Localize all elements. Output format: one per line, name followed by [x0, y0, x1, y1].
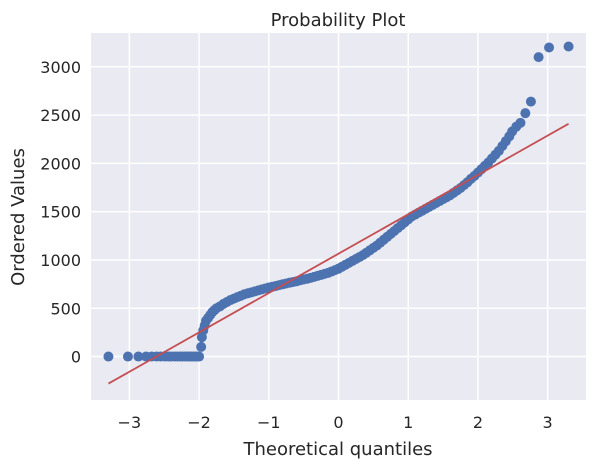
x-tick-label: 1 [403, 413, 413, 432]
x-tick-label: −1 [257, 413, 281, 432]
x-axis-ticks: −3 −2 −1 0 1 2 3 [118, 413, 553, 432]
y-axis-label: Ordered Values [8, 148, 29, 286]
data-point [196, 341, 207, 352]
data-point [544, 42, 555, 53]
x-tick-label: −3 [118, 413, 142, 432]
data-point [122, 351, 133, 362]
y-tick-label: 500 [50, 299, 81, 318]
x-axis-label: Theoretical quantiles [242, 439, 432, 460]
y-tick-label: 3000 [40, 58, 81, 77]
data-point [133, 351, 144, 362]
y-tick-label: 1000 [40, 251, 81, 270]
data-point [525, 96, 536, 107]
scatter-points [103, 41, 574, 362]
y-axis-ticks: 0 500 1000 1500 2000 2500 3000 [40, 58, 81, 367]
fit-line-segment [107, 123, 570, 385]
data-point [515, 117, 526, 128]
y-tick-label: 2500 [40, 106, 81, 125]
data-point [194, 351, 205, 362]
fit-line [107, 123, 570, 385]
x-tick-label: −2 [187, 413, 211, 432]
data-point [533, 52, 544, 63]
x-tick-label: 0 [333, 413, 343, 432]
x-tick-label: 3 [543, 413, 553, 432]
y-tick-label: 2000 [40, 154, 81, 173]
data-point [520, 108, 531, 119]
chart-title: Probability Plot [271, 10, 406, 31]
y-tick-label: 0 [71, 348, 81, 367]
data-point [103, 351, 114, 362]
x-tick-label: 2 [473, 413, 483, 432]
y-tick-label: 1500 [40, 203, 81, 222]
data-point [563, 41, 574, 52]
